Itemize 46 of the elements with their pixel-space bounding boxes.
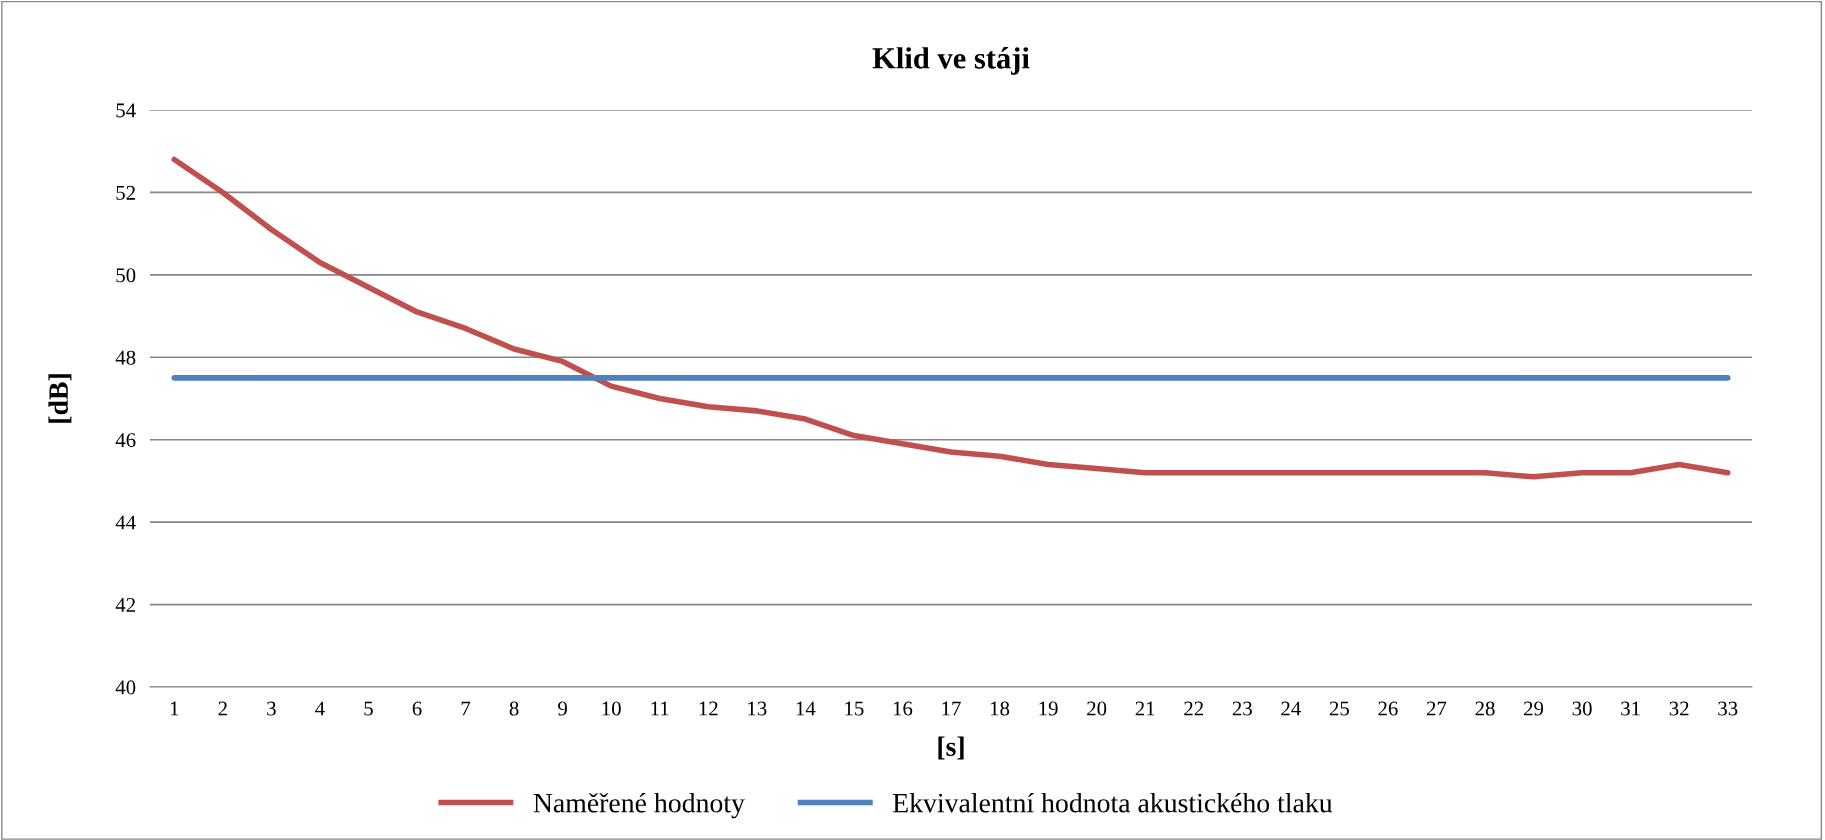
y-tick-label: 44 bbox=[115, 515, 136, 530]
x-tick-label: 25 bbox=[1329, 701, 1349, 716]
x-tick-label: 12 bbox=[699, 701, 718, 716]
y-tick-label: 40 bbox=[115, 680, 136, 695]
y-tick-label: 52 bbox=[116, 185, 135, 200]
x-tick-label: 6 bbox=[412, 701, 422, 716]
x-tick-label: 10 bbox=[602, 701, 621, 716]
x-tick-label: 28 bbox=[1475, 701, 1495, 716]
x-tick-label: 27 bbox=[1426, 701, 1447, 716]
x-tick-label: 33 bbox=[1718, 701, 1738, 716]
y-tick-label: 42 bbox=[115, 598, 135, 612]
x-tick-label: 18 bbox=[990, 701, 1010, 716]
x-tick-label: 5 bbox=[364, 701, 373, 716]
y-tick-label: 54 bbox=[116, 103, 136, 118]
x-tick-label: 4 bbox=[315, 701, 325, 716]
legend-label: Ekvivalentní hodnota akustického tlaku bbox=[892, 792, 1333, 813]
x-tick-label: 15 bbox=[845, 701, 864, 716]
x-tick-label: 11 bbox=[651, 701, 669, 716]
x-axis-title: [s] bbox=[938, 736, 964, 760]
x-tick-label: 31 bbox=[1621, 701, 1640, 716]
x-tick-label: 14 bbox=[796, 701, 816, 716]
x-tick-label: 17 bbox=[942, 701, 961, 716]
x-tick-label: 30 bbox=[1572, 701, 1592, 716]
x-tick-label: 3 bbox=[267, 701, 276, 716]
x-tick-label: 7 bbox=[461, 701, 471, 716]
legend-label: Naměřené hodnoty bbox=[533, 792, 745, 819]
x-tick-label: 1 bbox=[170, 701, 179, 716]
x-tick-label: 8 bbox=[509, 701, 519, 716]
x-tick-label: 32 bbox=[1669, 701, 1689, 716]
x-tick-label: 16 bbox=[893, 701, 913, 716]
y-tick-label: 48 bbox=[115, 350, 136, 365]
x-tick-label: 23 bbox=[1232, 701, 1252, 716]
x-tick-label: 24 bbox=[1281, 701, 1301, 716]
x-tick-label: 9 bbox=[558, 701, 567, 716]
x-tick-label: 20 bbox=[1087, 701, 1107, 716]
x-tick-label: 21 bbox=[1135, 701, 1155, 716]
x-tick-label: 22 bbox=[1184, 701, 1203, 716]
y-axis-title: [dB] bbox=[48, 374, 72, 423]
x-tick-label: 26 bbox=[1378, 701, 1398, 716]
x-tick-label: 13 bbox=[748, 701, 767, 716]
chart-title: Klid ve stáji bbox=[872, 47, 1030, 75]
x-tick-label: 29 bbox=[1524, 701, 1544, 716]
x-tick-label: 19 bbox=[1039, 701, 1058, 716]
x-tick-label: 2 bbox=[218, 701, 227, 716]
y-tick-label: 50 bbox=[116, 268, 136, 283]
y-tick-label: 46 bbox=[115, 433, 136, 448]
